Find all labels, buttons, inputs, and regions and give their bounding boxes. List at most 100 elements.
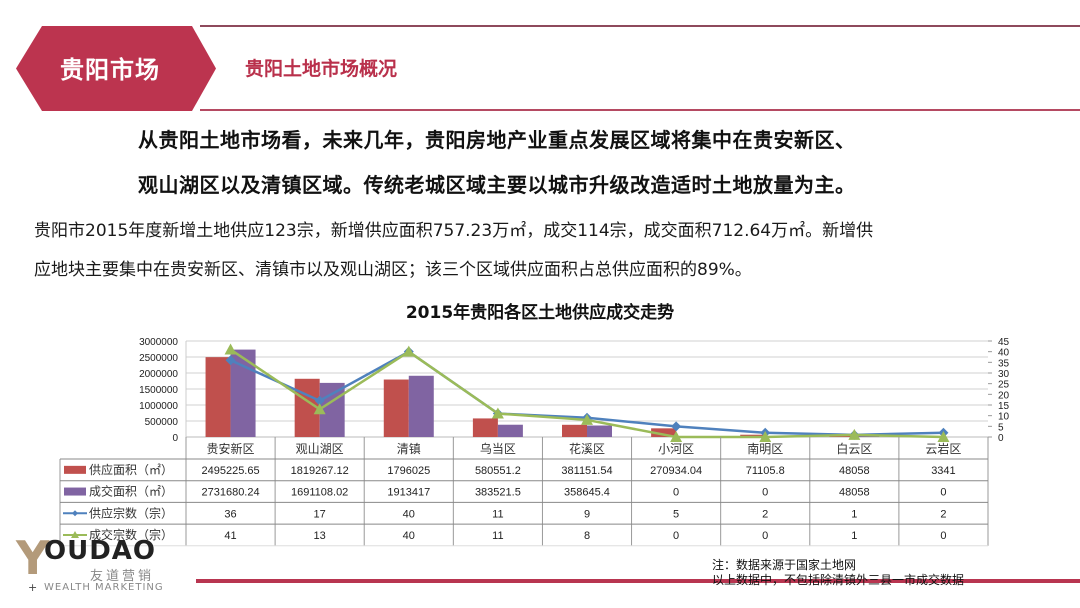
table-cell: 0 [673,487,679,499]
table-cell: 17 [314,508,326,520]
table-cell: 8 [584,530,590,542]
table-cell: 11 [492,530,503,542]
bar [408,375,434,437]
legend-label: 供应面积（㎡） [89,462,173,477]
table-cell: 40 [403,530,415,542]
triangle-marker [759,431,772,442]
right-axis-tick: 45 [998,337,1010,348]
table-cell: 580551.2 [475,465,521,477]
land-supply-chart: 0 500000 1000000 1500000 2000000 2500000 30 0 0 0… [59,337,1010,547]
table-cell: 0 [762,487,768,499]
table-cell: 1691108.02 [291,487,348,499]
legend-label: 成交面积（㎡） [89,484,173,499]
right-axis-tick: 5 [998,422,1004,433]
bar [205,357,231,437]
table-cell: 0 [673,530,679,542]
table-cell: 40 [403,508,415,520]
table-cell: 3341 [931,465,955,477]
triangle-marker [581,413,593,425]
diamond-marker [225,355,236,366]
table-cell: 71105.8 [746,465,785,477]
right-axis-tick: 10 [998,412,1010,423]
table-cell: 36 [224,508,236,520]
table-cell: 2495225.65 [201,465,259,477]
triangle-marker [848,428,861,440]
table-cell: 1819267.12 [291,465,349,477]
section-badge [16,26,216,111]
category-label: 白云区 [836,441,872,456]
table-cell: 1 [851,508,857,520]
table-cell: 270934.04 [650,465,702,477]
bar [562,424,587,437]
youdao-logo: Y OUDAO 友道营销 + WEALTH MARKETING [16,535,166,595]
table-cell: 2 [940,508,946,520]
left-axis-tick: 1000000 [139,401,178,412]
category-label: 云岩区 [925,441,961,456]
logo-wordmark: OUDAO [44,536,157,566]
triangle-marker [937,431,950,442]
right-axis-tick: 35 [998,358,1010,369]
category-label: 花溪区 [569,441,605,456]
logo-en-text: WEALTH MARKETING [44,582,164,593]
table-cell: 358645.4 [564,487,610,499]
right-axis-tick: 30 [998,369,1010,380]
table-cell: 9 [584,508,590,520]
right-axis-tick: 20 [998,390,1010,401]
logo-plus: + [28,581,38,594]
triangle-marker [670,431,683,442]
table-cell: 0 [940,530,946,542]
source-note: 注：数据来源于国家土地网 [712,558,857,572]
table-cell: 2731680.24 [201,487,259,499]
triangle-marker [402,345,415,357]
category-label: 清镇 [397,442,421,456]
table-cell: 5 [673,508,679,520]
left-axis-tick: 500000 [145,417,179,428]
table-cell: 48058 [839,487,870,499]
diamond-marker [671,421,682,432]
headline-line-2: 观山湖区以及清镇区域。传统老城区域主要以城市升级改造适时土地放量为主。 [138,173,856,197]
legend-triangle [71,530,79,538]
logo-letter: Y [16,531,50,585]
triangle-marker [313,403,326,415]
right-axis-tick: 15 [998,401,1010,412]
table-cell: 1913417 [387,487,430,499]
legend-label: 成交宗数（宗） [89,527,173,542]
summary-line-1: 贵阳市2015年度新增土地供应123宗，新增供应面积757.23万㎡，成交114… [34,221,874,241]
category-label: 观山湖区 [296,441,344,456]
left-axis-tick: 1500000 [139,385,178,396]
table-cell: 0 [762,530,768,542]
diamond-marker [314,395,325,406]
table-cell: 1 [851,530,857,542]
table-cell: 2 [762,508,768,520]
page-title: 贵阳土地市场概况 [245,58,398,80]
table-cell: 0 [940,487,946,499]
category-label: 南明区 [747,441,783,456]
header-top-rule [200,25,1080,27]
legend-diamond [72,510,78,517]
table-cell: 41 [224,530,236,542]
bar [587,425,612,437]
right-axis-tick: 0 [998,433,1004,444]
bar [651,428,677,437]
footer-rule [196,579,1080,583]
triangle-marker [224,343,237,355]
left-axis-tick: 2000000 [139,369,178,380]
category-label: 小河区 [658,442,694,456]
headline-line-1: 从贵阳土地市场看，未来几年，贵阳房地产业重点发展区域将集中在贵安新区、 [138,128,856,152]
triangle-marker [491,407,504,419]
left-axis-tick: 2500000 [139,353,178,364]
legend-swatch [64,487,86,496]
exclusion-note: 以上数据中，不包括除清镇外三县一市成交数据 [712,573,965,587]
table-cell: 48058 [839,465,870,477]
category-label: 乌当区 [480,441,516,456]
table-cell: 381151.54 [561,465,612,477]
left-axis-tick: 0 [172,433,178,444]
category-label: 贵安新区 [207,441,255,456]
header-bottom-rule [200,109,1080,111]
bar [319,382,345,437]
summary-line-2: 应地块主要集中在贵安新区、清镇市以及观山湖区；该三个区域供应面积占总供应面积的8… [34,260,752,280]
right-axis-tick: 25 [998,380,1010,391]
table-cell: 383521.5 [475,487,521,499]
legend-swatch [64,465,86,474]
section-label: 贵阳市场 [60,56,160,84]
